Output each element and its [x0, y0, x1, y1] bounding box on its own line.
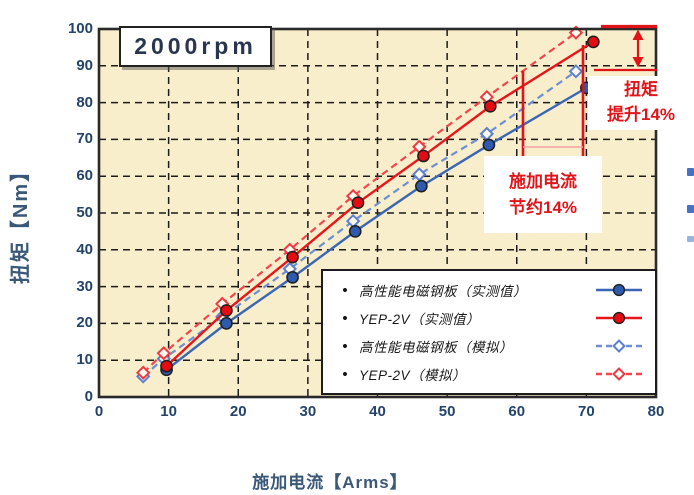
- x-tick-label: 30: [299, 403, 317, 420]
- data-point-circle: [286, 250, 299, 264]
- annotation-torque-gain: 扭矩 提升14%: [588, 76, 694, 130]
- legend-bullet: •: [342, 337, 348, 355]
- legend-marker-diamond: [596, 339, 642, 353]
- legend-label: YEP-2V（模拟）: [359, 368, 467, 383]
- data-point-circle: [160, 359, 173, 373]
- y-tick-label: 80: [76, 93, 93, 111]
- legend-label: YEP-2V（实测值）: [359, 312, 481, 327]
- x-tick-label: 50: [438, 403, 456, 420]
- legend-bullet: •: [342, 309, 348, 327]
- legend-marker-circle: [596, 283, 642, 297]
- data-point-circle: [417, 149, 430, 163]
- y-tick-label: 100: [67, 20, 93, 37]
- legend-bullet: •: [342, 365, 348, 383]
- data-point-circle: [220, 304, 233, 317]
- series-line: [142, 31, 577, 374]
- annotation-current-line2: 节约14%: [508, 197, 578, 217]
- legend-row: • YEP-2V（实测值）: [331, 308, 645, 328]
- x-tick-label: 0: [94, 403, 104, 420]
- annotation-torque-line2: 提升14%: [606, 105, 676, 124]
- y-tick-label: 40: [76, 240, 93, 258]
- y-tick-label: 70: [76, 130, 93, 148]
- clipped-content-mark: [687, 236, 694, 242]
- data-point-circle: [220, 317, 233, 330]
- legend-bullet: •: [342, 281, 348, 299]
- legend-marker-circle: [596, 311, 642, 325]
- x-tick-label: 60: [508, 403, 526, 420]
- annotation-current-saving: 施加电流 节约14%: [484, 156, 602, 233]
- y-tick-label: 0: [84, 388, 93, 405]
- annotation-torque-line1: 扭矩: [624, 80, 658, 100]
- data-point-circle: [586, 35, 600, 49]
- plot-frame: [97, 27, 658, 399]
- data-point-circle: [482, 138, 496, 152]
- legend-label: 高性能电磁钢板（模拟）: [359, 340, 513, 355]
- x-tick-label: 70: [578, 403, 595, 420]
- x-tick-label: 20: [229, 403, 247, 420]
- x-tick-label: 10: [160, 403, 177, 420]
- series-line: [142, 70, 577, 378]
- legend-row: • YEP-2V（模拟）: [331, 364, 645, 384]
- chart-title: 2000rpm: [134, 33, 257, 59]
- chart-title-box: 2000rpm: [119, 26, 272, 67]
- data-point-circle: [483, 99, 497, 113]
- legend-label: 高性能电磁钢板（实测值）: [359, 284, 527, 299]
- annotation-current-line1: 施加电流: [509, 172, 577, 191]
- data-point-diamond: [568, 64, 584, 79]
- data-point-circle: [415, 179, 428, 193]
- clipped-content-mark: [687, 205, 694, 213]
- legend-row: • 高性能电磁钢板（模拟）: [331, 336, 645, 356]
- x-axis-title: 施加电流【Arms】: [252, 473, 408, 492]
- y-tick-label: 60: [76, 167, 93, 185]
- data-point-circle: [351, 196, 365, 210]
- data-point-diamond: [156, 345, 171, 361]
- x-tick-label: 80: [647, 403, 665, 420]
- x-tick-label: 40: [369, 403, 386, 420]
- legend-marker-diamond: [596, 367, 642, 381]
- data-point-circle: [286, 271, 299, 284]
- y-tick-label: 10: [76, 351, 93, 369]
- y-tick-label: 50: [76, 204, 93, 221]
- y-axis-title: 扭矩【Nm】: [10, 159, 32, 285]
- torque-gain-arrowhead-up: [632, 29, 644, 40]
- y-tick-label: 90: [76, 56, 93, 74]
- torque-gain-arrowhead-down: [632, 57, 644, 68]
- data-point-diamond: [135, 365, 151, 380]
- legend-box: • 高性能电磁钢板（实测值） • YEP-2V（实测值） • 高性能电磁钢板（模拟） • YE…: [321, 269, 657, 395]
- clipped-content-mark: [687, 168, 694, 176]
- data-point-circle: [348, 225, 362, 238]
- legend-row: • 高性能电磁钢板（实测值）: [331, 280, 645, 300]
- y-tick-label: 20: [76, 314, 93, 332]
- y-tick-label: 30: [76, 277, 93, 295]
